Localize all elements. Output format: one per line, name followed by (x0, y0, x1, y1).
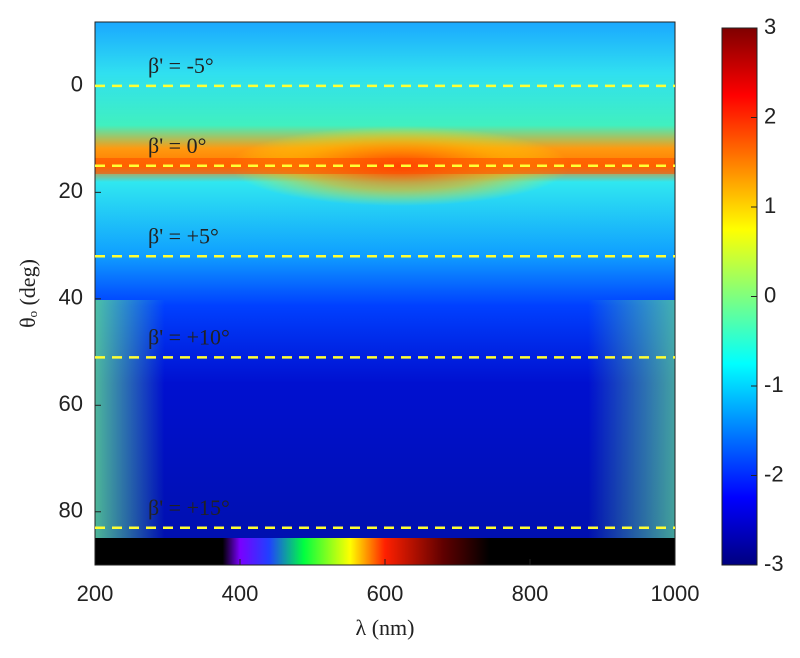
colorbar-tick-label: 0 (764, 282, 776, 307)
annotation: β' = +5° (148, 223, 219, 248)
x-tick-label: 200 (77, 581, 114, 606)
colorbar-tick-label: 1 (764, 193, 776, 218)
y-tick-label: 40 (59, 285, 83, 310)
heatmap (95, 22, 675, 565)
x-axis-label: λ (nm) (356, 615, 415, 640)
colorbar-tick-label: 2 (764, 103, 776, 128)
x-tick-label: 1000 (651, 581, 700, 606)
colorbar-tick-label: 3 (764, 14, 776, 39)
x-tick-label: 600 (367, 581, 404, 606)
colorbar-tick-label: -1 (764, 372, 784, 397)
annotation: β' = 0° (148, 133, 206, 158)
colorbar-tick-label: -2 (764, 461, 784, 486)
colorbar-tick-label: -3 (764, 551, 784, 576)
x-tick-label: 800 (512, 581, 549, 606)
annotation: β' = +15° (148, 495, 230, 520)
y-tick-label: 60 (59, 391, 83, 416)
annotation: β' = -5° (148, 53, 214, 78)
y-tick-label: 0 (71, 72, 83, 97)
y-tick-label: 20 (59, 178, 83, 203)
annotation: β' = +10° (148, 324, 230, 349)
y-axis-label: θₒ (deg) (15, 259, 40, 328)
x-tick-label: 400 (222, 581, 259, 606)
y-tick-label: 80 (59, 498, 83, 523)
